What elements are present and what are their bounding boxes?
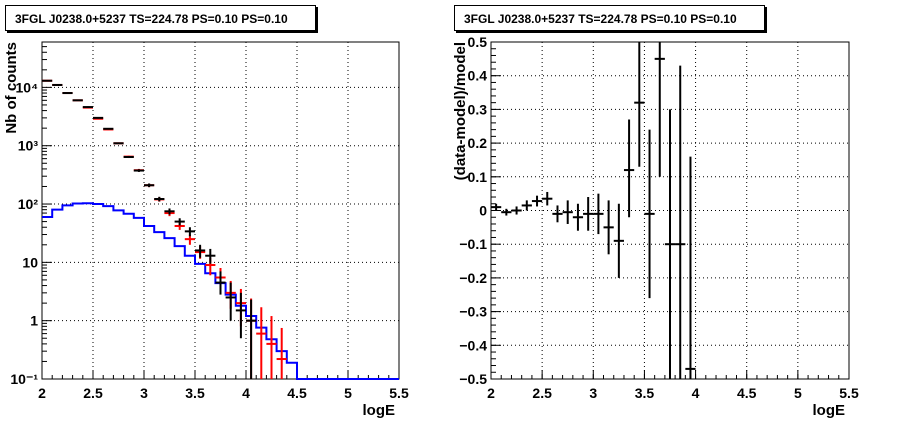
plot-frame	[41, 41, 400, 380]
y-tick-label: 10³	[18, 138, 39, 154]
x-tick-label: 4.5	[287, 385, 307, 401]
x-tick-label: 5	[794, 385, 802, 401]
x-tick-label: 5	[344, 385, 352, 401]
y-axis-label: (data-model)/model	[452, 42, 469, 180]
y-tick-label: 10⁻¹	[10, 371, 38, 387]
y-tick-label: 0.2	[468, 135, 488, 151]
y-tick-label: 10²	[18, 196, 39, 212]
y-tick-label: −0.3	[459, 304, 487, 320]
x-axis-label: logE	[813, 402, 846, 419]
y-tick-label: 10	[22, 254, 38, 270]
y-tick-label: 0.3	[468, 101, 488, 117]
y-tick-label: 10⁴	[16, 79, 39, 95]
x-tick-label: 4.5	[737, 385, 757, 401]
x-tick-label: 2.5	[83, 385, 103, 401]
left-pad: 2 2.5 3 3.5 4 4.5 5 5.5 10⁻¹ 1 10 10² 10³ 10⁴ logE Nb o…	[3, 5, 409, 419]
y-tick-label: 0.1	[468, 169, 488, 185]
x-tick-label: 2	[487, 385, 495, 401]
y-tick-label: −0.5	[459, 371, 487, 387]
x-tick-label: 3.5	[185, 385, 205, 401]
y-tick-label: −0.2	[459, 270, 487, 286]
x-tick-label: 5.5	[839, 385, 859, 401]
x-tick-label: 3.5	[635, 385, 655, 401]
x-tick-label: 3	[589, 385, 597, 401]
x-tick-label: 4	[692, 385, 700, 401]
x-tick-label: 5.5	[389, 385, 409, 401]
x-axis-label: logE	[363, 402, 396, 419]
x-tick-label: 4	[242, 385, 250, 401]
y-tick-label: −0.1	[459, 236, 487, 252]
y-tick-label: 1	[30, 313, 38, 329]
y-tick-label: −0.4	[459, 337, 487, 353]
y-tick-label: 0	[479, 203, 487, 219]
plot-title: 3FGL J0238.0+5237 TS=224.78 PS=0.10 PS=0…	[5, 5, 316, 31]
y-axis-label: Nb of counts	[3, 42, 20, 134]
y-tick-label: 0.5	[468, 34, 488, 50]
right-pad: 2 2.5 3 3.5 4 4.5 5 5.5 −0.5 −0.4 −0.3 −0.2 −0.1 0 0.1…	[449, 0, 898, 421]
counts-plot: 2 2.5 3 3.5 4 4.5 5 5.5 10⁻¹ 1 10 10² 10³ 10⁴ logE Nb o…	[3, 41, 409, 419]
y-tick-label: 0.4	[468, 68, 488, 84]
x-tick-label: 2	[38, 385, 46, 401]
x-tick-label: 2.5	[532, 385, 552, 401]
residuals-plot: 2 2.5 3 3.5 4 4.5 5 5.5 −0.5 −0.4 −0.3 −0.2 −0.1 0 0.1…	[452, 34, 859, 419]
plot-title: 3FGL J0238.0+5237 TS=224.78 PS=0.10 PS=0…	[454, 5, 765, 31]
x-tick-label: 3	[140, 385, 148, 401]
